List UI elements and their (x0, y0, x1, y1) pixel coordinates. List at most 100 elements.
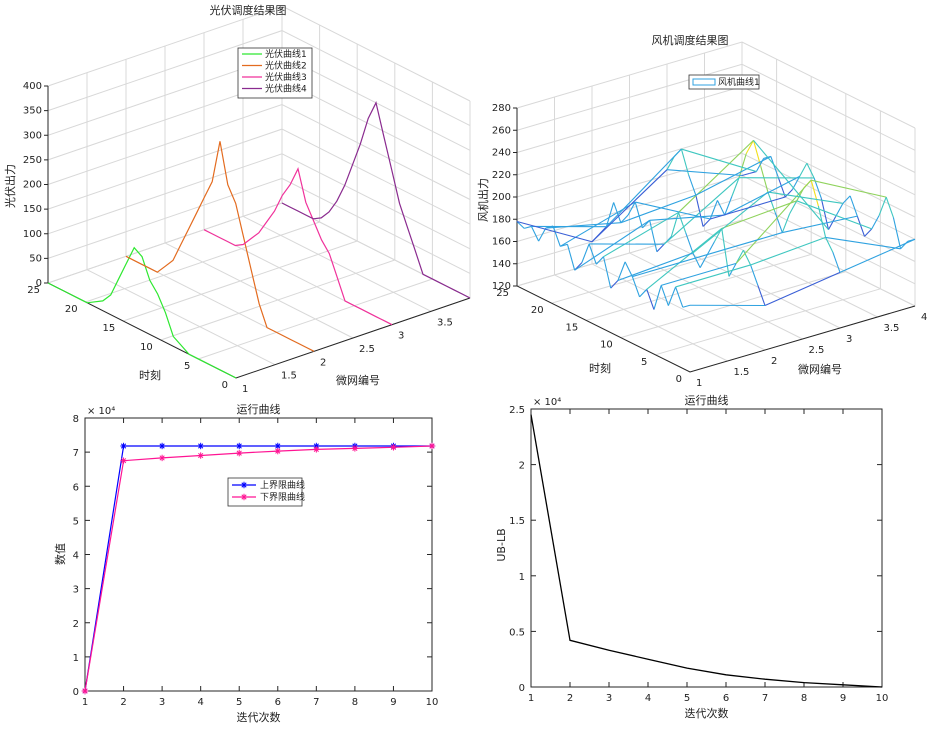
run-y-tick: 2 (73, 619, 79, 630)
pv-z-tick: 50 (29, 253, 42, 264)
wind-ygrid (655, 110, 881, 356)
run-legend-box (227, 477, 303, 507)
gap-plot-frame (530, 408, 883, 688)
gap-x-tick: 1 (528, 693, 534, 704)
wind-mesh-line (839, 238, 916, 273)
wind-mesh-line (685, 232, 694, 254)
run-legend-marker-1 (240, 481, 248, 489)
pv-x-tick: 2.5 (359, 344, 375, 355)
run-point-2 (197, 452, 204, 459)
pv-z-tick: 300 (23, 130, 42, 141)
pv-ygrid (235, 101, 471, 379)
wind-mesh-line (742, 250, 752, 266)
wind-mesh-line (680, 148, 690, 176)
wind-mesh-line (606, 148, 682, 228)
wind-mesh-line (620, 214, 629, 224)
pv-series-line-4 (281, 101, 471, 299)
wind-ygrid (516, 42, 743, 287)
run-point-2 (236, 449, 243, 457)
run-point-2 (428, 442, 436, 450)
wind-mesh-line (745, 140, 754, 154)
wind-mesh-line (796, 200, 872, 230)
wind-zgrid (516, 108, 916, 196)
pv-legend-label-2: 光伏曲线2 (265, 60, 307, 72)
wind-mesh-line (770, 156, 779, 177)
wind-mesh-line (716, 200, 726, 216)
wind-mesh-line (721, 200, 797, 229)
pv-z-tick: 400 (23, 81, 42, 92)
run-y-tick: 7 (73, 448, 79, 459)
wind-mesh-line (610, 280, 619, 289)
wind-mesh-line (856, 215, 866, 237)
pv-series-line-3 (203, 167, 393, 326)
wind-z-tick: 280 (492, 103, 511, 114)
wind-mesh-line (721, 228, 730, 277)
wind-mesh-line (670, 212, 680, 237)
wind-mesh-line (810, 180, 819, 207)
pv-ygrid (160, 63, 396, 341)
wind-z-tick: 240 (492, 148, 511, 159)
wind-mesh-line (820, 198, 830, 230)
wind-mesh-line (656, 243, 665, 253)
wind-mesh-line (646, 227, 723, 290)
wind-mesh-line (702, 218, 711, 227)
wind-mesh-line (764, 271, 841, 307)
pv-ygrid (123, 44, 358, 322)
run-exponent: × 10⁴ (87, 406, 115, 417)
wind-mesh-line (653, 285, 662, 310)
wind-mesh-line (635, 201, 711, 220)
wind-mesh-line (849, 195, 858, 217)
run-x-tick: 5 (236, 697, 242, 708)
pv-y-tick: 20 (65, 304, 78, 315)
wind-x-tick: 3 (846, 334, 852, 345)
wind-mesh-line (789, 200, 798, 215)
wind-legend-swatch (692, 78, 716, 86)
wind-z-label: 风机出力 (476, 178, 490, 222)
wind-mesh-line (782, 215, 858, 234)
wind-mesh-line (878, 196, 887, 216)
wind-mesh-line (710, 196, 786, 220)
wind-z-tick: 140 (492, 259, 511, 270)
wind-mesh-line (624, 261, 633, 277)
wind-mesh-line (757, 285, 766, 306)
gap-y-tick: 0 (519, 683, 525, 694)
wind-mesh-line (892, 217, 902, 249)
wind-mesh-line (750, 264, 759, 286)
gap-y-tick: 2.5 (509, 405, 525, 416)
wind-mesh-line (825, 236, 901, 250)
wind-y-tick: 15 (565, 322, 578, 333)
wind-x-label: 微网编号 (798, 362, 842, 376)
wind-y-tick: 0 (676, 374, 682, 385)
wind-y-tick: 10 (600, 340, 613, 351)
wind-mesh-line (784, 189, 793, 198)
wind-ygrid (551, 59, 778, 304)
wind-z-tick: 220 (492, 170, 511, 181)
gap-x-tick: 6 (723, 693, 729, 704)
gap-exponent: × 10⁴ (533, 397, 561, 408)
wind-mesh-line (675, 286, 684, 308)
wind-mesh-line (631, 276, 641, 298)
pv-y-label: 时刻 (139, 368, 161, 382)
wind-y-tick: 25 (496, 288, 509, 299)
wind-mesh-line (774, 212, 783, 233)
wind-mesh-line (545, 222, 621, 229)
wind-mesh-line (588, 243, 597, 265)
wind-mesh-line (634, 201, 643, 229)
run-y-tick: 8 (73, 414, 79, 425)
run-x-tick: 9 (390, 697, 396, 708)
wind-mesh-line (524, 225, 532, 229)
wind-mesh-line (811, 179, 887, 198)
run-point-2 (120, 457, 127, 464)
run-point-1 (120, 442, 127, 450)
wind-mesh-line (538, 227, 547, 242)
wind-mesh-line (602, 256, 612, 289)
wind-mesh-line (828, 216, 837, 230)
pv-x-tick: 3 (398, 331, 404, 342)
run-point-2 (390, 444, 397, 451)
pv-y-tick: 0 (222, 380, 228, 391)
wind-mesh-line (806, 163, 815, 179)
wind-mesh-line (738, 153, 747, 178)
gap-x-tick: 8 (801, 693, 807, 704)
run-y-tick: 1 (73, 653, 79, 664)
wind-mesh-line (649, 220, 658, 252)
